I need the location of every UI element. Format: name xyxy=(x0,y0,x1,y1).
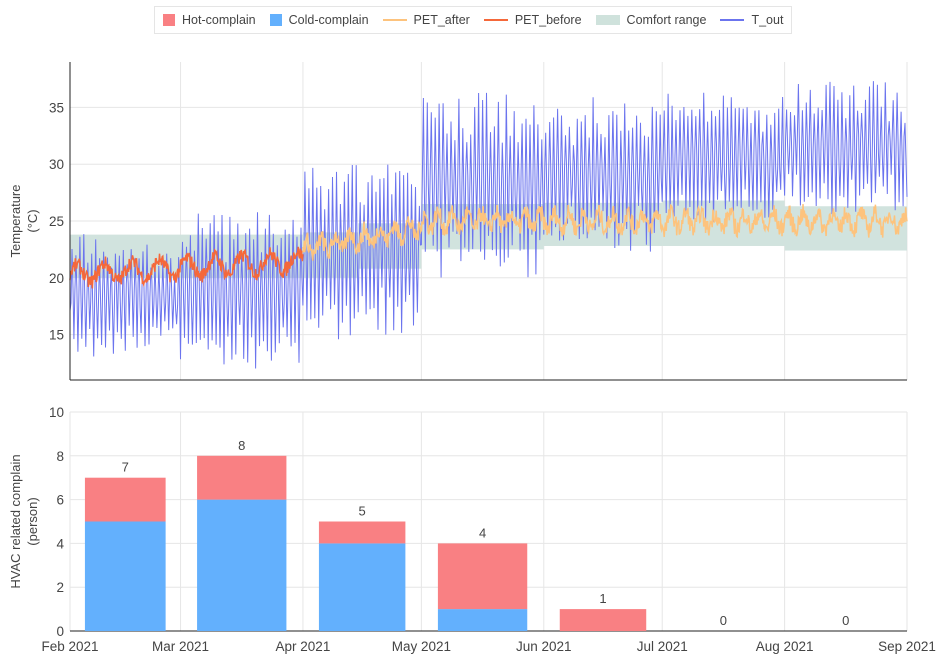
bar-total-label: 5 xyxy=(359,504,366,519)
comfort-band xyxy=(662,200,785,246)
y-tick-label: 8 xyxy=(56,449,64,464)
series-line-pet-after xyxy=(302,203,908,261)
legend-item[interactable]: PET_before xyxy=(483,13,582,27)
y-axis-label-temperature: Temperature (°C) xyxy=(8,185,40,258)
legend-item[interactable]: Cold-complain xyxy=(269,13,369,27)
series-line-t-out xyxy=(69,81,908,369)
x-tick-label: May 2021 xyxy=(392,639,451,654)
legend-swatch xyxy=(269,14,282,26)
legend-swatch xyxy=(163,14,175,26)
bar-total-label: 8 xyxy=(238,438,245,453)
legend-swatch xyxy=(720,19,745,21)
y-tick-label: 10 xyxy=(49,405,64,420)
y-tick-label: 30 xyxy=(49,157,64,172)
legend-item[interactable]: T_out xyxy=(720,13,783,27)
bar-total-label: 1 xyxy=(599,591,606,606)
bar-cold-complain xyxy=(197,499,287,631)
x-tick-label: Feb 2021 xyxy=(41,639,98,654)
legend-label: Comfort range xyxy=(626,13,707,27)
x-tick-label: Jun 2021 xyxy=(516,639,572,654)
bar-cold-complain xyxy=(437,609,528,631)
bar-cold-complain xyxy=(318,543,406,631)
y-tick-label: 25 xyxy=(49,214,64,229)
legend-swatch xyxy=(595,15,620,25)
x-tick-label: Aug 2021 xyxy=(756,639,814,654)
bar-hot-complain xyxy=(84,477,166,522)
y-tick-label: 15 xyxy=(49,328,64,343)
bar-hot-complain xyxy=(559,609,647,631)
bar-hot-complain xyxy=(318,521,406,544)
x-tick-label: Mar 2021 xyxy=(152,639,209,654)
legend: Hot-complain Cold-complain PET_after PET_be… xyxy=(154,6,793,34)
bar-total-label: 7 xyxy=(122,460,129,475)
legend-label: T_out xyxy=(751,13,784,27)
bar-total-label: 4 xyxy=(479,525,486,540)
legend-swatch xyxy=(382,19,407,21)
y-tick-label: 0 xyxy=(56,624,64,639)
y-tick-label: 4 xyxy=(56,536,64,551)
legend-label: Hot-complain xyxy=(182,13,256,27)
bar-total-label: 0 xyxy=(842,613,849,628)
x-tick-label: Apr 2021 xyxy=(276,639,331,654)
legend-label: PET_before xyxy=(514,13,582,27)
bar-total-label: 0 xyxy=(720,613,727,628)
bar-hot-complain xyxy=(197,455,287,500)
legend-label: Cold-complain xyxy=(288,13,369,27)
legend-item[interactable]: Comfort range xyxy=(595,13,707,27)
legend-swatch xyxy=(483,19,508,21)
legend-item[interactable]: Hot-complain xyxy=(163,13,256,27)
y-tick-label: 6 xyxy=(56,493,64,508)
y-axis-label-complain: HVAC related complain (person) xyxy=(8,454,40,588)
x-tick-label: Sep 2021 xyxy=(878,639,936,654)
legend-label: PET_after xyxy=(413,13,470,27)
y-tick-label: 35 xyxy=(49,100,64,115)
series-line-pet-before xyxy=(69,246,304,289)
y-tick-label: 20 xyxy=(49,271,64,286)
legend-item[interactable]: PET_after xyxy=(382,13,470,27)
bar-cold-complain xyxy=(84,521,166,631)
bar-hot-complain xyxy=(437,543,528,610)
y-tick-label: 2 xyxy=(56,580,64,595)
x-tick-label: Jul 2021 xyxy=(637,639,688,654)
